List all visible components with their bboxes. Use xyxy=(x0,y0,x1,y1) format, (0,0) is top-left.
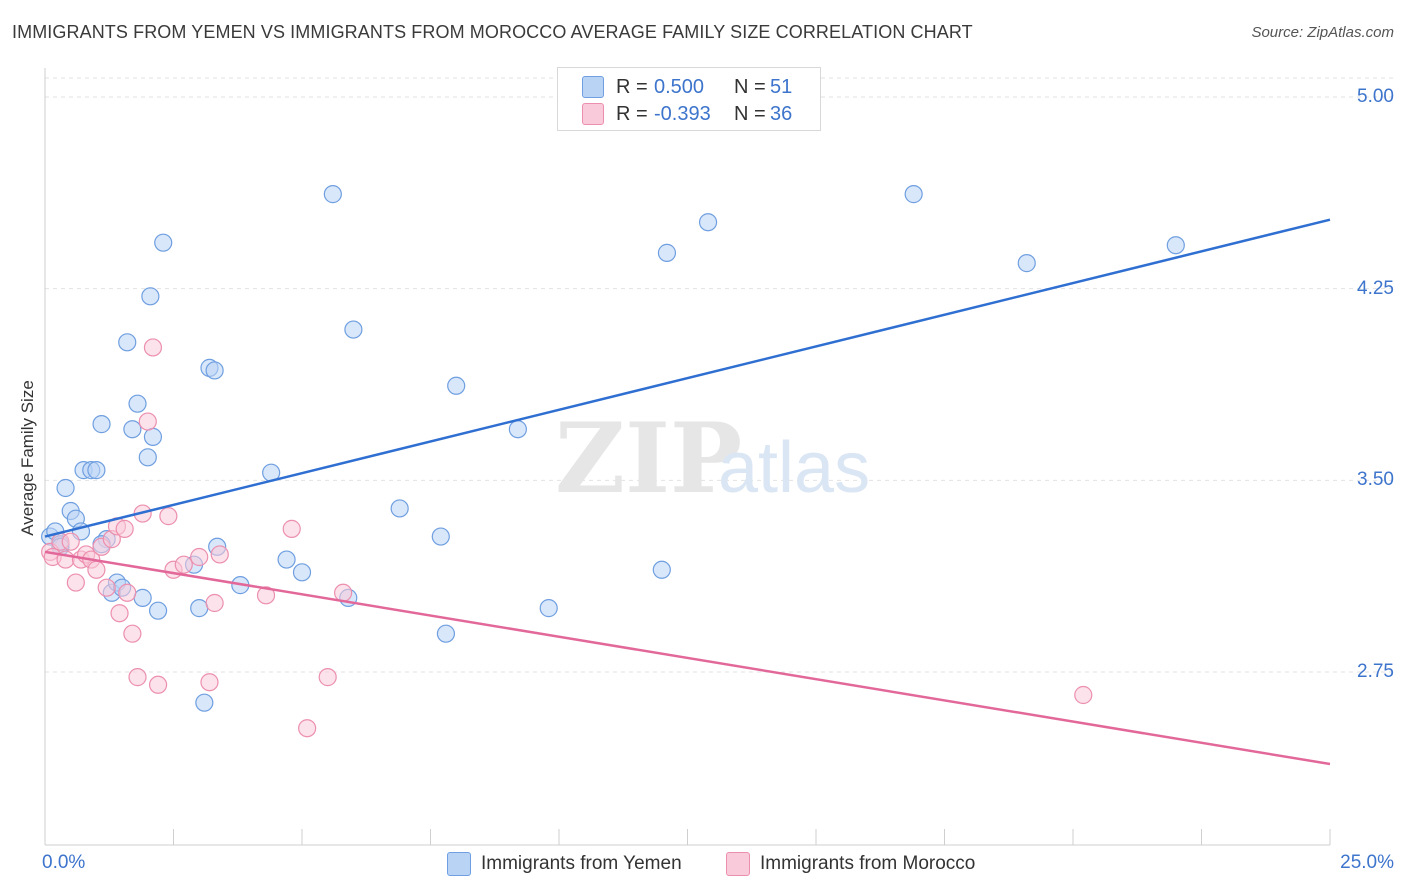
data-point xyxy=(87,560,106,579)
watermark: ZIP atlas xyxy=(555,402,870,515)
data-point xyxy=(174,555,193,574)
data-point xyxy=(143,427,163,446)
data-point xyxy=(61,532,80,551)
source-label: Source: ZipAtlas.com xyxy=(1251,24,1394,41)
data-point xyxy=(66,573,85,592)
data-point xyxy=(334,583,353,602)
data-point xyxy=(431,527,450,546)
data-point xyxy=(205,361,224,380)
n-value: 51 xyxy=(770,75,793,98)
data-point xyxy=(195,693,214,712)
swatch-morocco xyxy=(582,103,604,125)
trend-lines xyxy=(44,218,1331,766)
data-point xyxy=(138,448,157,467)
data-point xyxy=(657,243,677,262)
data-point xyxy=(1074,685,1093,705)
data-point xyxy=(1166,236,1185,255)
data-point xyxy=(123,420,142,439)
data-point xyxy=(190,547,209,567)
data-point xyxy=(282,519,301,538)
data-point xyxy=(323,185,342,204)
data-point xyxy=(292,563,312,582)
legend-item-morocco: Immigrants from Morocco xyxy=(726,852,975,876)
data-point xyxy=(56,478,75,498)
data-point xyxy=(148,601,168,620)
data-point xyxy=(698,213,718,232)
data-point xyxy=(123,624,142,643)
data-point xyxy=(200,673,219,692)
n-value: 36 xyxy=(770,102,793,125)
data-point xyxy=(436,624,456,643)
data-point xyxy=(652,560,671,579)
data-point xyxy=(508,420,527,439)
data-point xyxy=(128,394,147,413)
data-point xyxy=(97,578,116,597)
data-point xyxy=(210,545,229,564)
y-axis-label: Average Family Size xyxy=(18,380,37,536)
legend-row-morocco: R = -0.393 N = 36 xyxy=(582,101,792,127)
x-tick-label-min: 0.0% xyxy=(42,852,86,873)
legend-row-yemen: R = 0.500 N = 51 xyxy=(582,74,792,100)
r-label: R = xyxy=(616,102,648,125)
data-point xyxy=(904,185,923,204)
swatch-yemen xyxy=(582,76,604,98)
r-value: -0.393 xyxy=(654,102,711,125)
data-point xyxy=(141,287,160,306)
y-tick-label: 4.25 xyxy=(1357,278,1394,299)
legend-label: Immigrants from Morocco xyxy=(760,853,976,874)
data-point xyxy=(344,320,363,339)
y-tick-label: 2.75 xyxy=(1357,661,1394,682)
data-point xyxy=(143,338,163,357)
correlation-legend: R = 0.500 N = 51 R = -0.393 N = 36 xyxy=(557,67,821,131)
n-label: N = xyxy=(734,75,766,98)
data-point xyxy=(118,583,137,602)
data-point xyxy=(318,668,337,687)
y-tick-label: 3.50 xyxy=(1357,469,1394,490)
r-label: R = xyxy=(616,75,648,98)
data-point xyxy=(190,599,209,618)
swatch-yemen xyxy=(447,852,471,876)
data-point xyxy=(92,415,111,434)
data-point xyxy=(256,586,276,605)
data-point xyxy=(447,376,466,395)
data-point xyxy=(138,412,157,431)
y-tick-label: 5.00 xyxy=(1357,86,1394,107)
legend-label: Immigrants from Yemen xyxy=(481,853,682,874)
axes xyxy=(44,68,1331,846)
x-tick-label-max: 25.0% xyxy=(1340,852,1394,873)
chart-title: IMMIGRANTS FROM YEMEN VS IMMIGRANTS FROM… xyxy=(12,22,973,42)
r-value: 0.500 xyxy=(654,75,705,98)
data-point xyxy=(128,668,147,687)
series-morocco xyxy=(41,338,1093,738)
data-point xyxy=(115,519,134,538)
data-point xyxy=(118,333,137,352)
n-label: N = xyxy=(734,102,766,125)
trend-line-yemen xyxy=(44,218,1331,538)
data-point xyxy=(87,461,106,480)
data-point xyxy=(390,499,409,518)
watermark-atlas: atlas xyxy=(718,428,870,508)
data-point xyxy=(154,233,173,252)
data-point xyxy=(298,719,317,738)
swatch-morocco xyxy=(726,852,750,876)
data-point xyxy=(159,507,178,526)
series-legend: Immigrants from Yemen Immigrants from Mo… xyxy=(0,852,1406,878)
data-point xyxy=(133,588,152,607)
watermark-zip: ZIP xyxy=(555,402,742,515)
data-point xyxy=(110,604,129,623)
legend-item-yemen: Immigrants from Yemen xyxy=(447,852,682,876)
data-point xyxy=(539,599,558,618)
data-point xyxy=(148,675,168,694)
trend-line-morocco xyxy=(44,550,1331,766)
data-point xyxy=(205,593,224,613)
data-point xyxy=(1017,254,1036,273)
data-point xyxy=(277,550,296,569)
